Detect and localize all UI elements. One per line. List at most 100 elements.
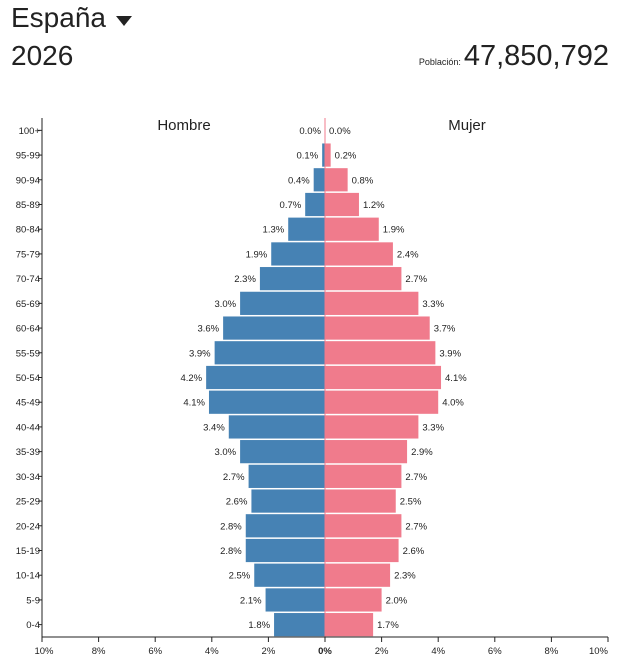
y-tick-label-25-29: 25-29 [16, 497, 40, 508]
value-label-female-95-99: 0.2% [335, 151, 357, 162]
bar-male-65-69 [240, 291, 325, 315]
bar-female-65-69 [325, 291, 419, 315]
y-tick-label-35-39: 35-39 [16, 447, 40, 458]
bar-female-30-34 [325, 464, 402, 488]
bar-female-45-49 [325, 390, 439, 414]
value-label-male-80-84: 1.3% [263, 225, 285, 236]
value-label-male-65-69: 3.0% [214, 299, 236, 310]
caret-down-icon[interactable] [115, 16, 132, 26]
value-label-female-40-44: 3.3% [422, 422, 444, 433]
value-label-female-55-59: 3.9% [439, 348, 461, 359]
bar-male-5-9 [265, 588, 325, 612]
value-label-male-95-99: 0.1% [297, 151, 319, 162]
x-tick-label--2: 2% [262, 646, 276, 657]
bar-female-90-94 [325, 168, 348, 192]
y-tick-label-45-49: 45-49 [16, 398, 40, 409]
value-label-male-90-94: 0.4% [288, 175, 310, 186]
bar-male-30-34 [248, 464, 325, 488]
bar-male-40-44 [228, 415, 325, 439]
y-tick-label-30-34: 30-34 [16, 472, 40, 483]
value-label-male-70-74: 2.3% [234, 274, 256, 285]
bar-female-55-59 [325, 341, 436, 365]
y-tick-label-65-69: 65-69 [16, 299, 40, 310]
value-label-female-60-64: 3.7% [434, 324, 456, 335]
population-value: 47,850,792 [463, 40, 609, 72]
y-tick-label-5-9: 5-9 [26, 595, 40, 606]
x-tick-label-4: 4% [431, 646, 445, 657]
bar-male-85-89 [305, 192, 325, 217]
value-label-female-35-39: 2.9% [411, 447, 433, 458]
bar-female-40-44 [325, 415, 419, 439]
bar-female-80-84 [325, 217, 379, 241]
bar-male-10-14 [254, 563, 325, 587]
value-label-female-100+: 0.0% [329, 126, 351, 137]
value-label-female-65-69: 3.3% [422, 299, 444, 310]
bar-female-5-9 [325, 588, 382, 612]
bar-female-70-74 [325, 267, 402, 291]
bar-male-45-49 [208, 390, 325, 414]
value-label-female-5-9: 2.0% [386, 595, 408, 606]
value-label-male-85-89: 0.7% [280, 200, 302, 211]
value-label-female-85-89: 1.2% [363, 200, 385, 211]
bar-male-55-59 [214, 341, 325, 365]
bar-female-20-24 [325, 514, 402, 538]
year-label: 2026 [11, 40, 74, 71]
y-tick-label-0-4: 0-4 [26, 620, 40, 631]
value-label-female-30-34: 2.7% [405, 472, 427, 483]
country-name[interactable]: España [11, 2, 106, 33]
bar-female-15-19 [325, 538, 399, 563]
bar-male-75-79 [271, 242, 325, 266]
value-label-male-15-19: 2.8% [220, 546, 242, 557]
country-selector[interactable]: España [11, 2, 132, 34]
population-label: Población: [418, 57, 461, 67]
y-tick-label-10-14: 10-14 [16, 571, 40, 582]
bar-female-25-29 [325, 489, 396, 513]
y-tick-label-50-54: 50-54 [16, 373, 40, 384]
bar-male-20-24 [245, 514, 325, 538]
y-tick-label-90-94: 90-94 [16, 175, 40, 186]
value-label-male-10-14: 2.5% [229, 571, 251, 582]
bar-female-85-89 [325, 192, 359, 217]
value-label-female-50-54: 4.1% [445, 373, 467, 384]
value-label-male-0-4: 1.8% [248, 620, 270, 631]
y-tick-label-75-79: 75-79 [16, 249, 40, 260]
value-label-male-55-59: 3.9% [189, 348, 211, 359]
series-label-male: Hombre [157, 117, 210, 134]
value-label-male-100+: 0.0% [299, 126, 321, 137]
value-label-female-20-24: 2.7% [405, 521, 427, 532]
bar-female-35-39 [325, 440, 408, 464]
x-tick-label--10: 10% [34, 646, 54, 657]
bar-male-15-19 [245, 538, 325, 563]
y-tick-label-100+: 100+ [19, 126, 41, 137]
population-readout: Población: 47,850,792 [419, 40, 609, 73]
value-label-male-20-24: 2.8% [220, 521, 242, 532]
bar-female-10-14 [325, 563, 391, 587]
x-tick-label-8: 8% [545, 646, 559, 657]
bar-male-0-4 [274, 613, 325, 637]
value-label-male-35-39: 3.0% [214, 447, 236, 458]
value-label-female-0-4: 1.7% [377, 620, 399, 631]
bar-male-35-39 [240, 440, 325, 464]
value-label-male-25-29: 2.6% [226, 497, 248, 508]
value-label-male-30-34: 2.7% [223, 472, 245, 483]
value-label-female-10-14: 2.3% [394, 571, 416, 582]
series-label-female: Mujer [448, 117, 486, 134]
value-label-female-45-49: 4.0% [442, 398, 464, 409]
bar-female-75-79 [325, 242, 393, 266]
value-label-male-45-49: 4.1% [183, 398, 205, 409]
value-label-female-15-19: 2.6% [403, 546, 425, 557]
x-tick-label-2: 2% [375, 646, 389, 657]
bar-male-50-54 [206, 365, 325, 390]
x-tick-label-10: 10% [589, 646, 609, 657]
value-label-male-40-44: 3.4% [203, 422, 225, 433]
bar-female-95-99 [325, 143, 331, 167]
y-tick-label-55-59: 55-59 [16, 348, 40, 359]
value-label-male-75-79: 1.9% [246, 249, 268, 260]
y-tick-label-95-99: 95-99 [16, 151, 40, 162]
bar-male-70-74 [259, 267, 325, 291]
value-label-male-5-9: 2.1% [240, 595, 262, 606]
y-tick-label-15-19: 15-19 [16, 546, 40, 557]
y-tick-label-40-44: 40-44 [16, 422, 40, 433]
x-tick-label--8: 8% [92, 646, 106, 657]
